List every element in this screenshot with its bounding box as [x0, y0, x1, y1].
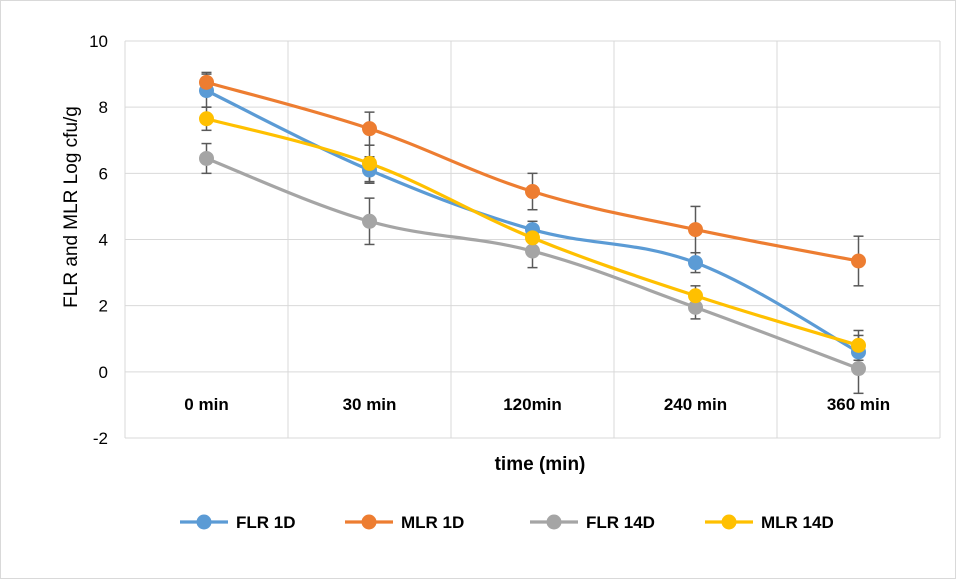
data-point: [851, 253, 866, 269]
y-tick-label: -2: [93, 429, 108, 448]
data-point: [199, 74, 214, 90]
x-category-label: 360 min: [827, 395, 890, 414]
y-tick-label: 4: [99, 231, 108, 250]
data-point: [851, 337, 866, 353]
data-point: [362, 213, 377, 229]
x-category-label: 120min: [503, 395, 562, 414]
data-point: [688, 299, 703, 315]
y-tick-labels: -2 0 2 4 6 8 10: [89, 32, 108, 448]
y-tick-label: 2: [99, 297, 108, 316]
data-points: [199, 74, 866, 377]
data-point: [688, 222, 703, 238]
x-axis-title: time (min): [495, 454, 586, 475]
legend-marker: [546, 514, 562, 530]
legend-label: FLR 1D: [236, 513, 296, 532]
data-point: [199, 150, 214, 166]
x-category-labels: 0 min 30 min 120min 240 min 360 min: [184, 395, 890, 414]
data-point: [851, 361, 866, 377]
data-point: [525, 230, 540, 246]
data-point: [688, 255, 703, 271]
y-axis-title: FLR and MLR Log cfu/g: [61, 106, 82, 308]
data-point: [362, 121, 377, 137]
legend-marker: [196, 514, 212, 530]
legend-marker: [361, 514, 377, 530]
y-tick-label: 8: [99, 98, 108, 117]
data-point: [362, 155, 377, 171]
y-tick-label: 0: [99, 363, 108, 382]
x-category-label: 30 min: [343, 395, 397, 414]
legend-marker: [721, 514, 737, 530]
legend-label: MLR 1D: [401, 513, 464, 532]
data-point: [525, 243, 540, 259]
data-point: [688, 288, 703, 304]
legend: FLR 1D MLR 1D FLR 14D MLR 14D: [180, 513, 834, 532]
data-point: [199, 111, 214, 127]
y-tick-label: 10: [89, 32, 108, 51]
y-tick-label: 6: [99, 164, 108, 183]
legend-label: MLR 14D: [761, 513, 834, 532]
x-category-label: 240 min: [664, 395, 727, 414]
legend-label: FLR 14D: [586, 513, 655, 532]
x-category-label: 0 min: [184, 395, 228, 414]
data-point: [525, 184, 540, 200]
